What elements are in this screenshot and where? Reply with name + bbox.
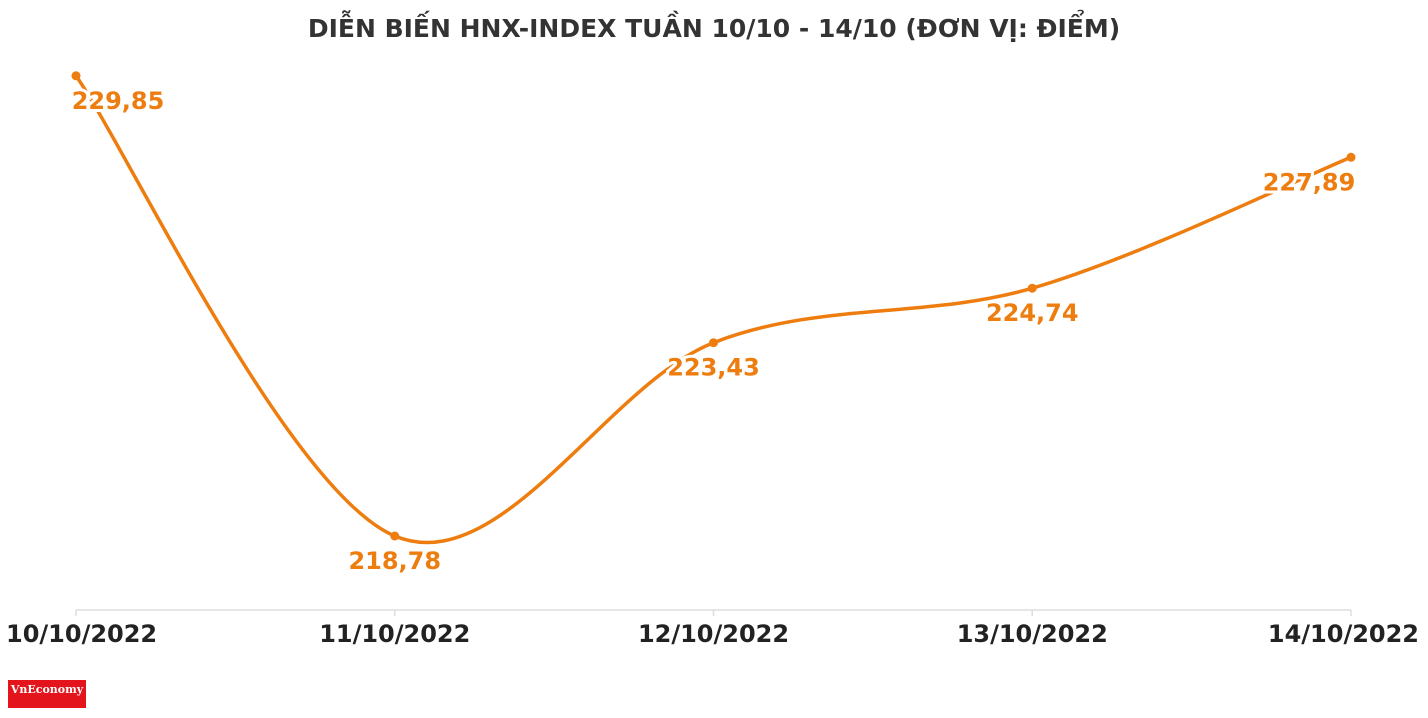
x-tick-label: 12/10/2022 — [638, 620, 789, 648]
point — [71, 71, 81, 81]
point — [1027, 283, 1037, 293]
x-tick-label: 14/10/2022 — [1268, 620, 1419, 648]
chart-title: DIỄN BIẾN HNX-INDEX TUẦN 10/10 - 14/10 (… — [308, 9, 1120, 43]
value-label: 224,74 — [986, 299, 1079, 327]
value-label: 229,85 — [72, 87, 165, 115]
x-tick-label: 10/10/2022 — [6, 620, 157, 648]
logo-box — [8, 680, 86, 708]
point — [709, 338, 718, 348]
value-label: 218,78 — [348, 547, 441, 575]
point — [1346, 152, 1356, 162]
line — [74, 74, 1352, 545]
x-tick-label: 13/10/2022 — [957, 620, 1108, 648]
x-tick-label: 11/10/2022 — [319, 620, 470, 648]
value-label: 223,43 — [667, 354, 760, 382]
value-label: 227,89 — [1263, 168, 1356, 196]
logo: VnEconomy — [10, 683, 84, 696]
point — [390, 531, 400, 541]
